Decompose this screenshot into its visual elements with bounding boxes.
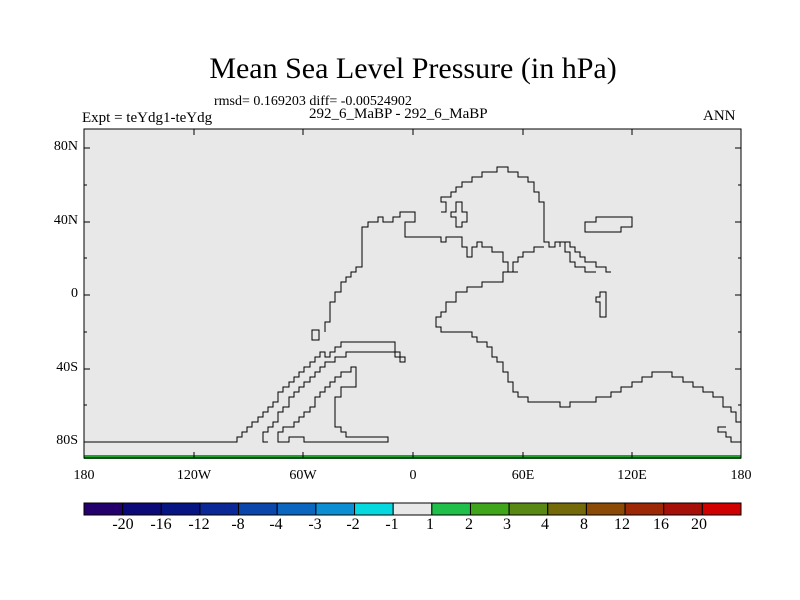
- x-tick-label: 120E: [617, 468, 647, 483]
- y-tick-label: 40S: [56, 360, 78, 375]
- colorbar-label: -8: [231, 516, 245, 533]
- x-tick-label: 0: [409, 468, 417, 483]
- colorbar-box: [160, 502, 201, 516]
- colorbar-label: 16: [653, 516, 669, 533]
- colorbar-box: [431, 502, 471, 516]
- colorbar-label: 8: [580, 516, 588, 533]
- x-tick-label: 120W: [176, 468, 212, 483]
- experiment-label: Expt = teYdg1-teYdg: [82, 110, 213, 126]
- coastline-north-inlet: [450, 201, 468, 228]
- y-tick-label: 80N: [53, 139, 78, 154]
- island-west-small: [311, 329, 320, 341]
- colorbar-box: [663, 502, 703, 516]
- colorbar-label: -2: [346, 516, 360, 533]
- colorbar-label: 4: [541, 516, 549, 533]
- colorbar-box: [354, 502, 394, 516]
- colorbar-box: [83, 502, 124, 516]
- colorbar-label: -20: [112, 516, 134, 533]
- colorbar: [83, 502, 742, 516]
- colorbar-box: [238, 502, 278, 516]
- colorbar-box: [392, 502, 433, 516]
- coastline-south: [84, 341, 406, 443]
- x-tick-label: 180: [730, 468, 752, 483]
- colorbar-box: [585, 502, 626, 516]
- colorbar-box: [701, 502, 742, 516]
- island-north-east: [584, 216, 633, 233]
- case-label: 292_6_MaBP - 292_6_MaBP: [309, 106, 488, 122]
- x-tick-label: 60E: [511, 468, 535, 483]
- island-east-small: [595, 291, 607, 318]
- colorbar-label: 20: [691, 516, 707, 533]
- colorbar-label: -12: [188, 516, 210, 533]
- colorbar-box: [469, 502, 510, 516]
- colorbar-box: [315, 502, 356, 516]
- stats-label: rmsd= 0.169203 diff= -0.00524902: [214, 94, 412, 109]
- coastline-north-mass: [440, 166, 611, 273]
- colorbar-label: 12: [614, 516, 630, 533]
- season-label: ANN: [703, 108, 736, 124]
- coastline-east-strip: [559, 241, 596, 273]
- x-tick-label: 60W: [289, 468, 317, 483]
- colorbar-label: -16: [150, 516, 172, 533]
- colorbar-box: [508, 502, 549, 516]
- map-background: [84, 129, 741, 458]
- colorbar-box: [199, 502, 240, 516]
- colorbar-label: -3: [308, 516, 322, 533]
- coastline-west-continent: [324, 211, 544, 332]
- colorbar-label: 1: [426, 516, 434, 533]
- colorbar-label: 2: [465, 516, 473, 533]
- colorbar-label: -4: [269, 516, 283, 533]
- colorbar-label: 3: [503, 516, 511, 533]
- map-title: Mean Sea Level Pressure (in hPa): [209, 52, 617, 85]
- colorbar-label: -1: [385, 516, 399, 533]
- coastline-east-tip: [717, 426, 741, 443]
- y-tick-label: 40N: [53, 213, 78, 228]
- axis-ticks: [84, 129, 741, 458]
- y-tick-label: 0: [71, 286, 78, 301]
- colorbar-box: [122, 502, 162, 516]
- y-tick-label: 80S: [56, 433, 78, 448]
- coastlines: [84, 166, 741, 443]
- x-tick-label: 180: [73, 468, 95, 483]
- coastline-central-south: [435, 271, 741, 423]
- colorbar-box: [276, 502, 317, 516]
- colorbar-box: [547, 502, 587, 516]
- colorbar-box: [624, 502, 665, 516]
- coastline-south-inner: [277, 366, 389, 443]
